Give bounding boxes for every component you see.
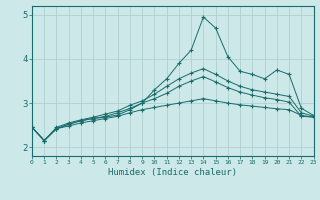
- X-axis label: Humidex (Indice chaleur): Humidex (Indice chaleur): [108, 168, 237, 177]
